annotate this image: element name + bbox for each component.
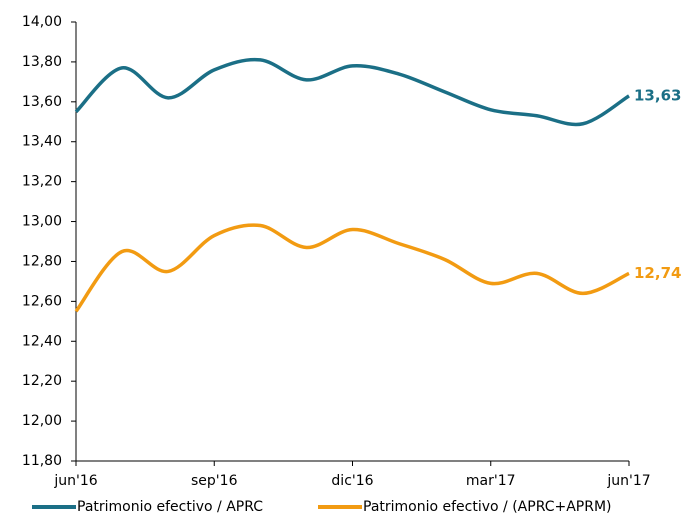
series-line	[74, 223, 630, 313]
y-tick-label: 13,80	[22, 54, 62, 70]
y-tick-label: 12,00	[22, 413, 62, 429]
x-tick-label: mar'17	[466, 473, 516, 489]
y-tick-label: 13,20	[22, 174, 62, 190]
y-tick-label: 12,60	[22, 293, 62, 309]
x-tick-label: jun'16	[53, 473, 97, 489]
value-label: 13,63	[634, 86, 681, 104]
y-tick-label: 13,40	[22, 134, 62, 150]
series-line	[74, 57, 630, 127]
y-tick-label: 11,80	[22, 453, 62, 469]
y-tick-label: 12,40	[22, 333, 62, 349]
legend-label: Patrimonio efectivo / (APRC+APRM)	[363, 499, 612, 515]
value-label: 12,74	[634, 264, 681, 282]
x-tick-label: dic'16	[331, 473, 373, 489]
y-tick-label: 12,20	[22, 373, 62, 389]
y-tick-label: 13,60	[22, 94, 62, 110]
y-tick-label: 14,00	[22, 14, 62, 30]
x-tick-label: jun'17	[606, 473, 650, 489]
x-tick-label: sep'16	[191, 473, 238, 489]
legend-label: Patrimonio efectivo / APRC	[77, 499, 263, 515]
y-tick-label: 13,00	[22, 214, 62, 230]
y-tick-label: 12,80	[22, 253, 62, 269]
